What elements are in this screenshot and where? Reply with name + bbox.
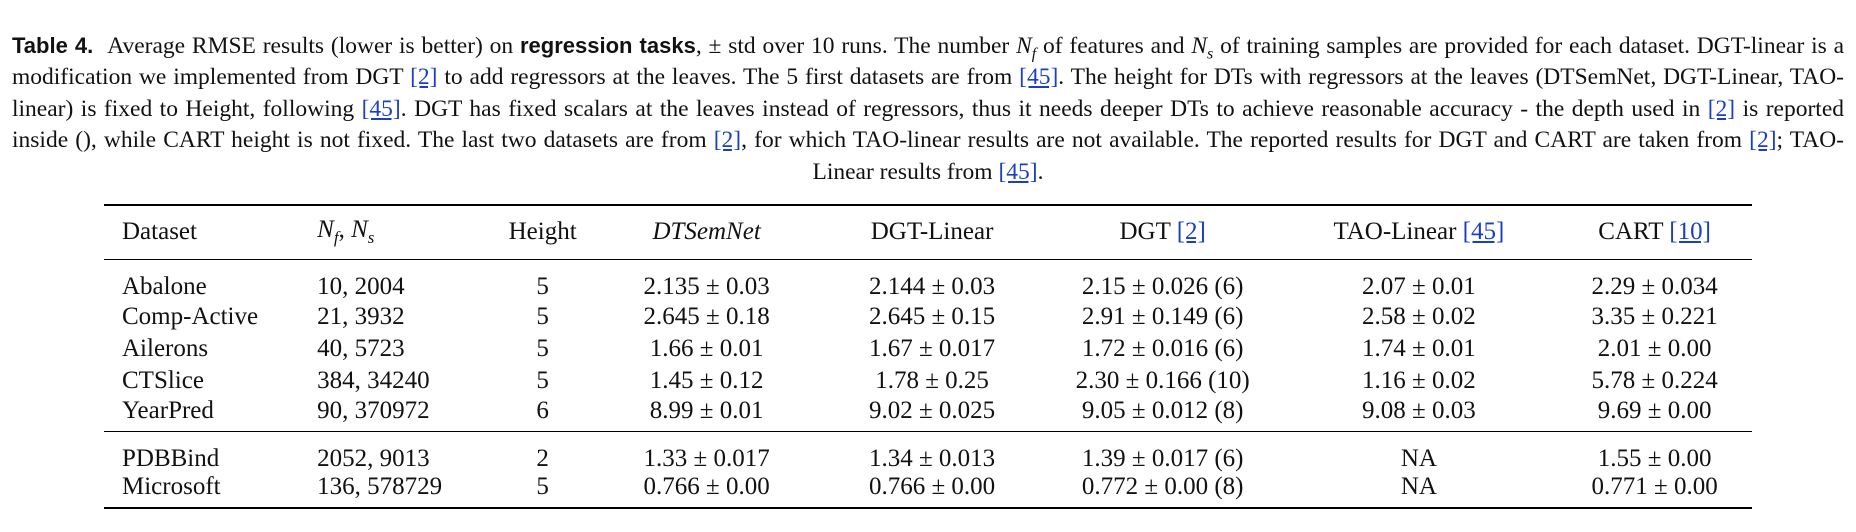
caption-label: Table 4. — [12, 32, 94, 58]
caption-math-ns: Ns — [1191, 32, 1214, 63]
cell-tao-linear: 2.07 ± 0.01 — [1362, 272, 1476, 300]
cell-height: 5 — [536, 302, 549, 330]
cell-nf-ns: 384, 34240 — [317, 366, 430, 394]
caption-text: . The height for DTs with regressors at … — [12, 64, 1844, 122]
cell-dtsemnet: 1.66 ± 0.01 — [649, 334, 764, 362]
header-dgt: DGT [2] — [1044, 204, 1281, 260]
header-tao-linear: TAO-Linear [45] — [1280, 204, 1558, 260]
cell-tao-linear: 1.16 ± 0.02 — [1362, 366, 1476, 394]
caption-text: Average RMSE results (lower is better) o… — [107, 32, 520, 59]
table-row: Comp-Active 21, 3932 5 2.645 ± 0.18 2.64… — [104, 301, 1752, 333]
cell-nf-ns: 10, 2004 — [317, 272, 405, 300]
results-table: Dataset Nf, Ns Height DTSemNet DGT-Linea… — [104, 204, 1752, 509]
cell-dgt-linear: 1.67 ± 0.017 — [868, 334, 996, 362]
cell-dgt: 2.15 ± 0.026 (6) — [1081, 272, 1244, 300]
cell-height: 5 — [536, 366, 549, 394]
cell-dgt: 0.772 ± 0.00 (8) — [1044, 472, 1281, 509]
cell-dtsemnet: 2.135 ± 0.03 — [643, 272, 770, 300]
cell-cart: 9.69 ± 0.00 — [1597, 396, 1712, 424]
table-row: Ailerons 40, 5723 5 1.66 ± 0.01 1.67 ± 0… — [104, 333, 1752, 365]
cell-dgt-linear: 9.02 ± 0.025 — [868, 396, 996, 424]
header-dataset: Dataset — [104, 204, 318, 260]
table-row: Microsoft 136, 578729 5 0.766 ± 0.00 0.7… — [104, 472, 1752, 509]
cell-dataset: Abalone — [122, 272, 207, 300]
citation-link[interactable]: [45] — [1019, 64, 1059, 90]
citation-link[interactable]: [10] — [1669, 218, 1711, 246]
cell-tao-linear: NA — [1280, 472, 1558, 509]
cell-height: 6 — [536, 396, 549, 424]
citation-link[interactable]: [2] — [1749, 127, 1777, 153]
table-row: CTSlice 384, 34240 5 1.45 ± 0.12 1.78 ± … — [104, 365, 1752, 397]
caption-bold-phrase: regression tasks — [519, 32, 696, 58]
caption-text: , for which TAO-linear results are not a… — [741, 127, 1750, 153]
citation-link[interactable]: [45] — [1462, 218, 1505, 246]
cell-dtsemnet: 8.99 ± 0.01 — [649, 396, 764, 424]
cell-dgt: 2.91 ± 0.149 (6) — [1081, 302, 1244, 330]
cell-dataset: PDBBind — [104, 430, 318, 473]
cell-height: 2 — [491, 430, 594, 473]
citation-link[interactable]: [2] — [713, 127, 742, 153]
cell-nf-ns: 136, 578729 — [317, 472, 492, 509]
caption-text: is reported inside (), while CART height… — [12, 95, 1845, 154]
cell-dtsemnet: 0.766 ± 0.00 — [593, 472, 820, 509]
cell-dgt-linear: 1.34 ± 0.013 — [819, 430, 1045, 473]
cell-dgt: 9.05 ± 0.012 (8) — [1081, 396, 1244, 424]
header-cart: CART [10] — [1557, 204, 1752, 260]
table-caption: Table 4. Average RMSE results (lower is b… — [12, 30, 1844, 189]
cell-dataset: YearPred — [122, 396, 214, 424]
caption-text: of training samples are provided for eac… — [12, 32, 1845, 91]
cell-height: 5 — [536, 334, 549, 362]
cell-dgt-linear: 2.144 ± 0.03 — [868, 272, 996, 300]
cell-tao-linear: 2.58 ± 0.02 — [1362, 302, 1476, 330]
cell-dgt: 1.72 ± 0.016 (6) — [1081, 334, 1244, 362]
cell-nf-ns: 21, 3932 — [317, 302, 405, 330]
header-nf-ns: Nf, Ns — [317, 204, 492, 260]
cell-dgt: 1.39 ± 0.017 (6) — [1044, 430, 1281, 473]
cell-cart: 3.35 ± 0.221 — [1591, 302, 1718, 330]
cell-dgt-linear: 2.645 ± 0.15 — [868, 302, 996, 330]
citation-link[interactable]: [45] — [998, 158, 1038, 185]
citation-link[interactable]: [2] — [410, 64, 438, 90]
citation-link[interactable]: [45] — [361, 95, 401, 122]
citation-link[interactable]: [2] — [1176, 218, 1206, 246]
cell-height: 5 — [536, 272, 549, 300]
header-row: Dataset Nf, Ns Height DTSemNet DGT-Linea… — [104, 204, 1752, 260]
cell-tao-linear: NA — [1280, 430, 1558, 473]
table-row: YearPred 90, 370972 6 8.99 ± 0.01 9.02 ±… — [104, 397, 1752, 432]
cell-nf-ns: 90, 370972 — [317, 396, 430, 424]
caption-text: , ± std over 10 runs. The number — [695, 32, 1017, 59]
table-row: Abalone 10, 2004 5 2.135 ± 0.03 2.144 ± … — [104, 259, 1752, 301]
cell-dtsemnet: 2.645 ± 0.18 — [643, 302, 770, 330]
cell-dataset: Microsoft — [104, 472, 318, 509]
cell-height: 5 — [491, 472, 594, 509]
cell-nf-ns: 2052, 9013 — [317, 430, 492, 473]
cell-tao-linear: 9.08 ± 0.03 — [1362, 396, 1476, 424]
cell-dgt-linear: 0.766 ± 0.00 — [819, 472, 1045, 509]
caption-text: to add regressors at the leaves. The 5 f… — [437, 64, 1020, 90]
cell-dtsemnet: 1.45 ± 0.12 — [649, 366, 764, 394]
caption-text: ; TAO-Linear results from — [812, 127, 1844, 185]
header-dtsemnet: DTSemNet — [593, 204, 820, 260]
cell-dtsemnet: 1.33 ± 0.017 — [593, 430, 820, 473]
header-dgt-linear: DGT-Linear — [819, 204, 1045, 260]
cell-dataset: Comp-Active — [122, 302, 259, 330]
caption-text: . DGT has fixed scalars at the leaves in… — [400, 95, 1708, 122]
cell-dataset: CTSlice — [122, 366, 204, 394]
caption-text: of features and — [1036, 32, 1192, 59]
citation-link[interactable]: [2] — [1707, 95, 1736, 122]
cell-dgt: 2.30 ± 0.166 (10) — [1075, 366, 1250, 394]
cell-nf-ns: 40, 5723 — [317, 334, 405, 362]
cell-cart: 1.55 ± 0.00 — [1557, 430, 1752, 473]
caption-text: . — [1037, 158, 1044, 185]
cell-cart: 2.29 ± 0.034 — [1591, 272, 1718, 300]
cell-dataset: Ailerons — [122, 334, 209, 362]
cell-cart: 5.78 ± 0.224 — [1591, 366, 1718, 394]
cell-cart: 0.771 ± 0.00 — [1557, 472, 1752, 509]
cell-tao-linear: 1.74 ± 0.01 — [1362, 334, 1476, 362]
table-row: PDBBind 2052, 9013 2 1.33 ± 0.017 1.34 ±… — [104, 430, 1752, 473]
caption-math-nf: Nf — [1016, 32, 1037, 63]
cell-cart: 2.01 ± 0.00 — [1597, 334, 1712, 362]
header-height: Height — [491, 204, 594, 260]
cell-dgt-linear: 1.78 ± 0.25 — [875, 366, 989, 394]
